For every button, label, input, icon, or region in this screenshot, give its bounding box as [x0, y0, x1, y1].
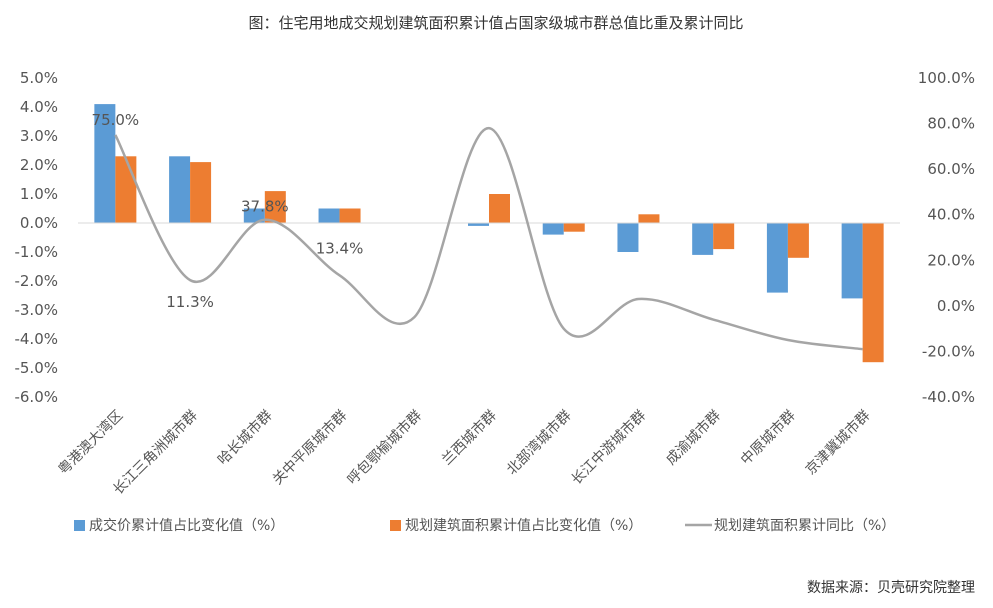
bar-series-1-cat-10: [862, 223, 884, 363]
bar-series-1-cat-6: [563, 223, 585, 232]
left-tick-label: -1.0%: [14, 243, 58, 261]
bar-series-0-cat-5: [468, 223, 489, 226]
category-label: 粤港澳大湾区: [55, 407, 126, 478]
bar-series-1-cat-8: [713, 223, 735, 250]
right-tick-label: 0.0%: [937, 297, 975, 315]
chart-title: 图：住宅用地成交规划建筑面积累计值占国家级城市群总值比重及累计同比: [248, 14, 743, 32]
category-label: 长江中游城市群: [568, 407, 649, 488]
left-tick-label: -6.0%: [14, 388, 58, 406]
legend: 成交价累计值占比变化值（%） 规划建筑面积累计值占比变化值（%） 规划建筑面积累计同…: [74, 517, 895, 534]
bar-series-1-cat-9: [787, 223, 809, 258]
bar-series-0-cat-8: [692, 223, 714, 255]
right-tick-label: 20.0%: [927, 251, 975, 269]
bar-series-1-cat-1: [190, 162, 212, 223]
category-label: 北部湾城市群: [503, 407, 574, 478]
left-tick-label: -3.0%: [14, 301, 58, 319]
right-tick-label: 40.0%: [927, 206, 975, 224]
right-axis-ticks: 100.0% 80.0% 60.0% 40.0% 20.0% 0.0% -20.0% -40.…: [918, 69, 975, 406]
left-tick-label: 5.0%: [20, 69, 58, 87]
bar-series-1-cat-7: [638, 214, 660, 223]
bar-series-0-cat-7: [617, 223, 639, 252]
category-label: 兰西城市群: [438, 407, 500, 469]
legend-label: 规划建筑面积累计同比（%）: [714, 518, 895, 534]
legend-swatch-bar-2: [390, 520, 401, 531]
right-tick-label: 100.0%: [918, 69, 975, 87]
source-note: 数据来源：贝壳研究院整理: [807, 579, 975, 596]
bar-series-0-cat-6: [542, 223, 564, 235]
bar-series-1-cat-0: [115, 156, 137, 223]
legend-label: 规划建筑面积累计值占比变化值（%）: [405, 518, 642, 534]
left-tick-label: 1.0%: [20, 185, 58, 203]
bar-series-0-cat-1: [169, 156, 191, 223]
bar-series-0-cat-3: [318, 208, 340, 223]
legend-swatch-bar-1: [74, 520, 85, 531]
line-series: [114, 126, 863, 351]
left-tick-label: 0.0%: [20, 214, 58, 232]
line-data-label: 11.3%: [166, 293, 214, 311]
left-tick-label: -2.0%: [14, 272, 58, 290]
bar-series-1-cat-2: [264, 191, 286, 223]
left-tick-label: 3.0%: [20, 127, 58, 145]
line-data-label: 37.8%: [241, 198, 289, 216]
left-tick-label: 2.0%: [20, 156, 58, 174]
bar-series-0-cat-0: [94, 104, 116, 223]
bar-series-0-cat-9: [766, 223, 788, 293]
category-label: 呼包鄂榆城市群: [344, 407, 425, 488]
bar-series-0-cat-10: [841, 223, 863, 299]
right-tick-label: -20.0%: [922, 342, 975, 360]
right-tick-label: 80.0%: [927, 115, 975, 133]
left-tick-label: -5.0%: [14, 359, 58, 377]
line-data-label: 13.4%: [316, 239, 364, 257]
category-label: 关中平原城市群: [269, 407, 350, 488]
left-axis-ticks: 5.0% 4.0% 3.0% 2.0% 1.0% 0.0% -1.0% -2.0% -3.0% -…: [14, 69, 58, 406]
line-path: [114, 126, 863, 351]
category-label: 中原城市群: [737, 407, 799, 469]
bar-series-1-cat-3: [339, 208, 361, 223]
category-label: 京津冀城市群: [802, 407, 873, 478]
left-tick-label: -4.0%: [14, 330, 58, 348]
right-tick-label: 60.0%: [927, 160, 975, 178]
right-tick-label: -40.0%: [922, 388, 975, 406]
bars: [94, 104, 884, 363]
line-data-label: 75.0%: [92, 111, 140, 129]
data-labels: 75.0% 11.3% 37.8% 13.4%: [92, 111, 364, 311]
bar-series-1-cat-5: [489, 194, 510, 223]
left-tick-label: 4.0%: [20, 98, 58, 116]
bar-series-0-cat-2: [243, 208, 265, 223]
category-label: 哈长城市群: [214, 407, 276, 469]
category-label: 成渝城市群: [662, 407, 724, 469]
legend-label: 成交价累计值占比变化值（%）: [89, 517, 284, 534]
